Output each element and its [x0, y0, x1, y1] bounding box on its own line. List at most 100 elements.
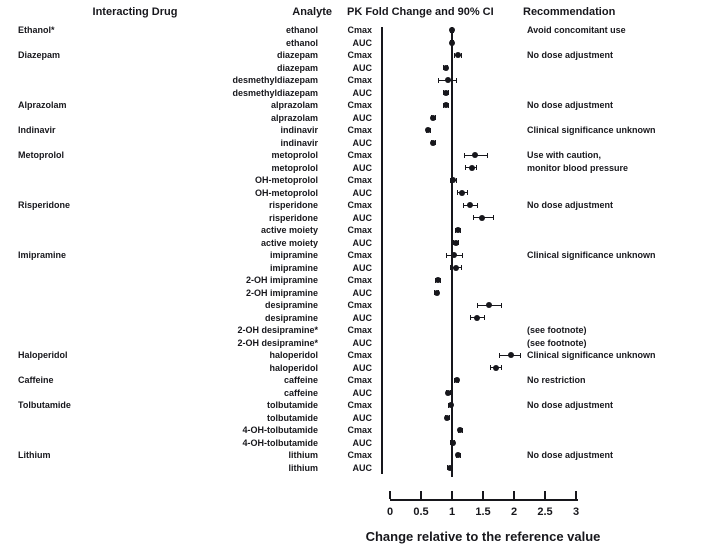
point-estimate-marker: [425, 127, 432, 134]
point-estimate-marker: [455, 227, 462, 234]
column-header-pk-fold-change: PK Fold Change and 90% CI: [347, 6, 494, 18]
drug-label: Haloperidol: [18, 350, 68, 361]
analyte-label: diazepam: [276, 50, 318, 61]
point-estimate-marker: [435, 277, 442, 284]
point-estimate-marker: [453, 377, 460, 384]
pk-parameter-label: Cmax: [347, 25, 372, 35]
x-axis-tick-label: 2: [510, 506, 518, 518]
drug-label: Risperidone: [18, 200, 71, 211]
x-axis-tick-mark: [420, 491, 422, 499]
pk-parameter-label: AUC: [352, 237, 373, 248]
pk-parameter-label: Cmax: [347, 75, 372, 86]
column-header-recommendation: Recommendation: [523, 6, 616, 18]
pk-parameter-label: Cmax: [347, 250, 372, 261]
analyte-label: lithium: [288, 462, 319, 473]
recommendation-text: (see footnote): [527, 337, 587, 348]
ci-right-cap: [492, 215, 494, 221]
x-axis-tick-label: 1: [448, 506, 456, 518]
pk-parameter-label: Cmax: [347, 50, 372, 61]
analyte-label: 4-OH-tolbutamide: [242, 425, 319, 436]
ci-right-cap: [477, 202, 479, 208]
point-estimate-marker: [471, 152, 478, 159]
drug-label: Diazepam: [18, 50, 61, 61]
point-estimate-marker: [430, 114, 437, 121]
pk-parameter-label: Cmax: [347, 350, 372, 361]
point-estimate-marker: [478, 214, 485, 221]
pk-parameter-label: Cmax: [347, 400, 372, 411]
ci-left-cap: [449, 177, 451, 183]
x-axis-line: [390, 499, 578, 501]
point-estimate-marker: [466, 202, 473, 209]
point-estimate-marker: [449, 39, 455, 46]
ci-right-cap: [455, 177, 457, 183]
pk-parameter-label: Cmax: [347, 375, 372, 386]
point-estimate-marker: [442, 89, 449, 96]
analyte-label: haloperidol: [269, 362, 318, 373]
point-estimate-marker: [449, 439, 456, 446]
point-estimate-marker: [485, 302, 492, 309]
pk-parameter-label: Cmax: [347, 425, 372, 436]
analyte-label: 4-OH-tolbutamide: [242, 437, 319, 448]
x-axis-tick-label: 1.5: [475, 506, 491, 518]
point-estimate-marker: [447, 402, 454, 409]
point-estimate-marker: [452, 264, 459, 271]
pk-parameter-label: AUC: [352, 62, 373, 73]
point-estimate-marker: [433, 289, 440, 296]
analyte-label: metoprolol: [271, 150, 319, 161]
analyte-label: risperidone: [268, 200, 318, 211]
pk-parameter-label: AUC: [352, 437, 373, 448]
point-estimate-marker: [455, 452, 462, 459]
pk-parameter-label: Cmax: [347, 275, 372, 286]
analyte-label: desmethyldiazepam: [232, 75, 318, 86]
recommendation-text: Avoid concomitant use: [527, 25, 626, 35]
pk-parameter-label: AUC: [352, 312, 373, 323]
ci-right-cap: [476, 165, 478, 171]
analyte-label: ethanol: [285, 37, 318, 48]
x-axis-tick-mark: [513, 491, 515, 499]
analyte-label: ethanol: [285, 25, 318, 35]
pk-parameter-label: AUC: [352, 112, 373, 123]
pk-parameter-label: Cmax: [347, 200, 372, 211]
analyte-label: caffeine: [283, 387, 318, 398]
pk-parameter-label: Cmax: [347, 175, 372, 186]
ci-left-cap: [445, 252, 447, 258]
ci-right-cap: [460, 265, 462, 271]
point-estimate-marker: [457, 427, 464, 434]
pk-parameter-label: Cmax: [347, 300, 372, 311]
x-axis-tick-mark: [575, 491, 577, 499]
x-axis-tick-mark: [482, 491, 484, 499]
pk-parameter-label: Cmax: [347, 325, 372, 336]
plot-left-divider-line: [381, 27, 383, 474]
point-estimate-marker: [450, 177, 457, 184]
analyte-label: alprazolam: [270, 100, 318, 111]
analyte-label: metoprolol: [271, 162, 319, 173]
ci-left-cap: [476, 302, 478, 308]
analyte-label: 2-OH imipramine: [245, 275, 318, 286]
pk-parameter-label: AUC: [352, 287, 373, 298]
drug-label: Ethanol*: [18, 25, 55, 35]
pk-parameter-label: Cmax: [347, 150, 372, 161]
x-axis-title: Change relative to the reference value: [365, 529, 601, 544]
drug-label: Caffeine: [18, 375, 54, 386]
ci-left-cap: [464, 152, 466, 158]
ci-right-cap: [461, 252, 463, 258]
pk-parameter-label: AUC: [352, 362, 373, 373]
drug-label: Metoprolol: [18, 150, 64, 161]
recommendation-text: No dose adjustment: [527, 200, 614, 211]
pk-parameter-label: AUC: [352, 212, 373, 223]
point-estimate-marker: [474, 314, 481, 321]
ci-left-cap: [449, 265, 451, 271]
analyte-label: active moiety: [260, 237, 318, 248]
analyte-label: risperidone: [268, 212, 318, 223]
recommendation-text: No restriction: [527, 375, 586, 386]
analyte-label: imipramine: [269, 262, 318, 273]
recommendation-text: No dose adjustment: [527, 50, 614, 61]
ci-left-cap: [456, 190, 458, 196]
point-estimate-marker: [450, 252, 457, 259]
analyte-label: 2-OH desipramine*: [237, 337, 318, 348]
ci-left-cap: [465, 165, 467, 171]
column-header-analyte: Analyte: [292, 6, 332, 18]
point-estimate-marker: [452, 239, 459, 246]
ci-right-cap: [467, 190, 469, 196]
